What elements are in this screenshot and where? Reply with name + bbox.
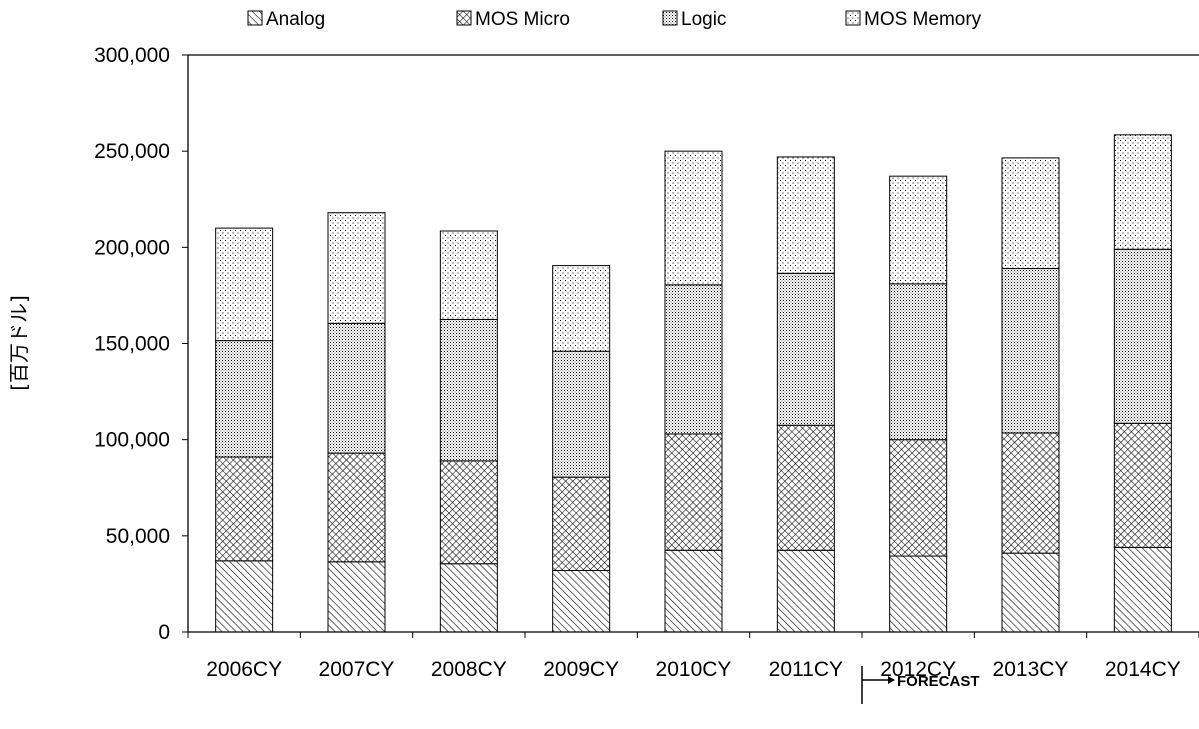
y-axis: 0 50,000 100,000 150,000 200,000 250,000 300,0…: [94, 44, 188, 644]
y-tick-label: 50,000: [106, 525, 170, 548]
legend-swatch-analog: [247, 10, 263, 26]
bar-segment-analog: [552, 569, 611, 633]
bar-segment-mos-memory: [552, 265, 611, 352]
bar-segment-mos-micro: [776, 424, 835, 551]
forecast-arrow-head: [888, 676, 895, 684]
bar-segment-analog: [664, 549, 723, 633]
x-tick-label: 2011CY: [769, 658, 843, 681]
bar-segment-logic: [664, 284, 723, 435]
bar-segment-logic: [439, 318, 498, 462]
y-axis-label-group: [百万ドル]: [7, 295, 31, 391]
forecast-label: FORECAST: [897, 673, 980, 690]
bar-segment-analog: [439, 563, 498, 633]
y-axis-label: [百万ドル]: [7, 295, 31, 391]
y-tick-label: 150,000: [94, 333, 170, 356]
legend-label-analog: Analog: [266, 9, 325, 30]
x-tick-label: 2009CY: [543, 658, 619, 681]
bar-segment-analog: [327, 561, 386, 633]
legend-label-mos-memory: MOS Memory: [864, 9, 982, 30]
bar-segment-mos-micro: [664, 433, 723, 551]
bar-segment-mos-micro: [1113, 422, 1172, 548]
bar-segment-logic: [215, 340, 274, 458]
bar-segment-logic: [1113, 248, 1172, 424]
x-axis: 2006CY 2007CY 2008CY 2009CY 2010CY 2011CY 2012…: [187, 632, 1199, 681]
bar-segment-mos-memory: [327, 212, 386, 324]
legend: Analog MOS Micro Logic MOS Memory: [247, 9, 982, 30]
x-tick-label: 2012CY: [880, 658, 956, 681]
bar-segment-mos-memory: [439, 230, 498, 320]
bar-segment-mos-micro: [1001, 432, 1060, 554]
bar-segment-mos-memory: [1113, 134, 1172, 250]
bar-segment-analog: [215, 560, 274, 633]
y-tick-label: 300,000: [94, 44, 170, 67]
x-tick-label: 2008CY: [431, 658, 507, 681]
bars: [215, 134, 1172, 633]
bar-segment-analog: [776, 549, 835, 633]
bar-segment-mos-memory: [664, 150, 723, 286]
forecast-annotation: FORECAST: [861, 666, 980, 704]
bar-segment-analog: [1001, 552, 1060, 633]
bar-segment-mos-memory: [1001, 157, 1060, 269]
bar-segment-analog: [1113, 546, 1172, 633]
bar-segment-mos-micro: [215, 456, 274, 562]
x-tick-label: 2010CY: [656, 658, 732, 681]
bar-segment-logic: [552, 350, 611, 478]
y-tick-label: 100,000: [94, 429, 170, 452]
y-tick-label: 200,000: [94, 236, 170, 259]
legend-swatch-mos-micro: [456, 10, 472, 26]
x-tick-label: 2014CY: [1105, 658, 1181, 681]
bar-segment-analog: [889, 555, 948, 633]
bar-segment-mos-micro: [889, 439, 948, 557]
x-tick-label: 2007CY: [319, 658, 395, 681]
bar-segment-mos-micro: [552, 476, 611, 571]
bar-segment-mos-memory: [889, 175, 948, 285]
y-tick-label: 250,000: [94, 140, 170, 163]
bar-segment-logic: [327, 322, 386, 454]
bar-segment-logic: [1001, 267, 1060, 434]
bar-segment-logic: [776, 272, 835, 426]
axes: [187, 54, 1199, 633]
legend-label-mos-micro: MOS Micro: [475, 9, 570, 30]
bar-segment-mos-micro: [327, 452, 386, 563]
bar-segment-mos-memory: [776, 156, 835, 274]
legend-swatch-mos-memory: [845, 10, 861, 26]
x-tick-label: 2013CY: [993, 658, 1069, 681]
bar-segment-mos-memory: [215, 227, 274, 342]
x-tick-label: 2006CY: [206, 658, 282, 681]
y-tick-label: 0: [158, 621, 170, 644]
legend-swatch-logic: [662, 10, 678, 26]
bar-segment-mos-micro: [439, 460, 498, 565]
legend-label-logic: Logic: [681, 9, 726, 30]
bar-segment-logic: [889, 283, 948, 441]
